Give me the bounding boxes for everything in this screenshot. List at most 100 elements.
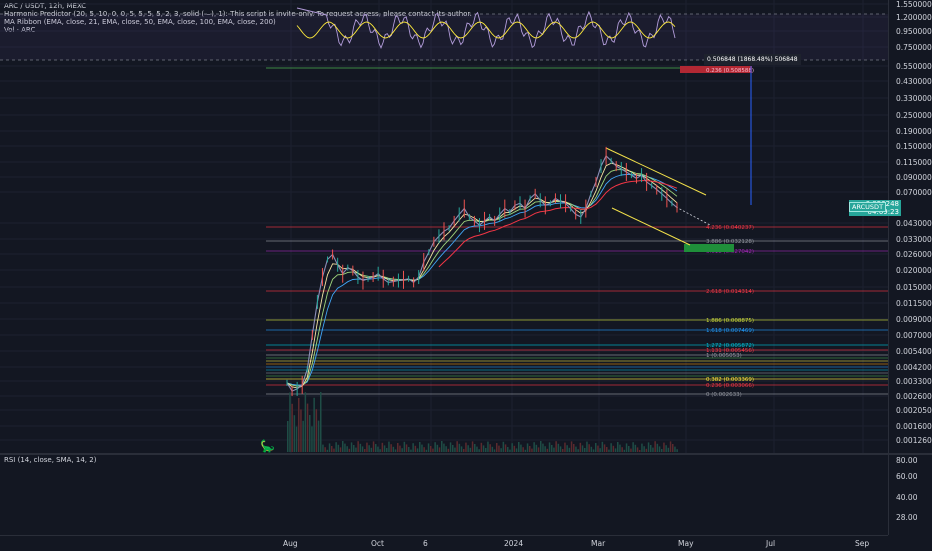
volume-bar [425,449,428,452]
rsi-pane[interactable] [0,0,888,80]
volume-bar [333,448,335,452]
chart-legend: ARC / USDT, 12h, MEXC Harmonic Predictor… [4,2,472,34]
volume-bar [489,444,491,452]
price-axis-label: 0.005400 [896,347,932,356]
price-axis-label: 0.250000 [896,111,932,120]
rsi-band [0,14,888,60]
price-axis-label: 0.002600 [896,392,932,401]
channel-upper-line [605,147,707,196]
volume-bar [599,448,601,452]
volume-bar [586,441,588,452]
volume-bar [500,448,502,452]
volume-bar [614,448,617,452]
volume-bar [388,441,390,452]
volume-bar [315,409,318,452]
rsi-axis-label: 40.00 [896,493,918,502]
volume-bar [405,444,408,452]
volume-bar [397,443,399,452]
volume-bar [359,443,362,452]
volume-bar [478,449,480,452]
fib-level-label: 1.272 (0.005872) [706,343,754,349]
volume-bar [421,444,423,452]
price-axis-label: 0.330000 [896,94,932,103]
volume-bar [320,392,322,452]
price-scale[interactable]: 1.550000 1.200000 0.950000 0.750000 0.550000… [888,0,932,535]
legend-volume: Vol · ARC [4,26,36,34]
volume-bar [658,446,661,452]
volume-bar [390,444,392,452]
volume-bar [458,443,461,452]
measure-label: 0.506848 (1868.48%) 506848 [704,54,801,65]
volume-bar [592,449,595,452]
volume-bar [537,447,540,452]
volume-bar [357,441,359,452]
volume-bar [337,444,340,452]
volume-bar [370,447,373,452]
volume-bar [394,449,397,452]
volume-bar [379,449,381,452]
volume-bar [665,445,667,452]
volume-bar [652,447,654,452]
volume-bar [650,445,652,452]
volume-bar [639,450,641,452]
price-axis-label: 0.190000 [896,127,932,136]
volume-bar [372,441,375,452]
volume-bar [623,449,626,452]
volume-bar [573,444,575,452]
volume-bar [355,447,357,452]
volume-bar [562,449,564,452]
time-scale[interactable] [0,535,888,551]
volume-bar [632,442,634,452]
price-axis-label: 0.007000 [896,331,932,340]
volume-bar [524,449,527,452]
pane-separator[interactable] [0,453,932,455]
volume-bar [328,443,331,452]
volume-bar [434,442,436,452]
volume-bar [617,442,619,452]
fib-level-label: 1.131 (0.005456) [706,348,754,354]
volume-bar [295,426,298,452]
rsi-ma-line [296,21,676,39]
time-axis-label: 6 [423,539,428,548]
volume-bar [548,442,551,452]
volume-bar [449,442,452,452]
volume-bar [577,449,579,452]
volume-bar [676,449,678,452]
volume-bar [522,447,524,452]
price-axis-label: 0.009000 [896,315,932,324]
current-price-countdown: 04:09:23 [867,208,899,216]
volume-bar [621,447,623,452]
time-axis-label: Jul [766,539,776,548]
volume-bar [634,444,637,452]
volume-bar [656,443,659,452]
volume-bar [298,398,300,452]
volume-bar [467,445,469,452]
tradingview-logo-icon[interactable]: 🦕 [260,439,275,453]
volume-bar [511,443,513,452]
projection-line [675,206,711,226]
price-axis-label: 0.015000 [896,283,932,292]
volume-bar [612,445,615,452]
target-zone [680,66,752,73]
ema21-line [286,162,678,389]
volume-bar [331,446,333,452]
volume-bar [518,442,520,452]
price-axis-label: 0.020000 [896,266,932,275]
volume-bar [564,442,566,452]
volume-bar [566,445,568,452]
volume-bar [346,446,348,452]
volume-bar [427,443,430,452]
price-axis-label: 0.002050 [896,406,932,415]
volume-bar [443,443,445,452]
volume-bar [606,447,608,452]
volume-bar [414,445,417,452]
volume-bar [493,449,496,452]
volume-bar [300,409,302,452]
volume-bar [507,447,509,452]
volume-bar [597,445,599,452]
price-axis-label: 0.011500 [896,299,932,308]
price-axis-label: 0.003300 [896,377,932,386]
main-chart-pane[interactable]: 4.236 (0.040237)3.886 (0.032128)3.618 (0… [0,0,888,453]
volume-bar [480,442,483,452]
volume-bar [608,449,610,452]
